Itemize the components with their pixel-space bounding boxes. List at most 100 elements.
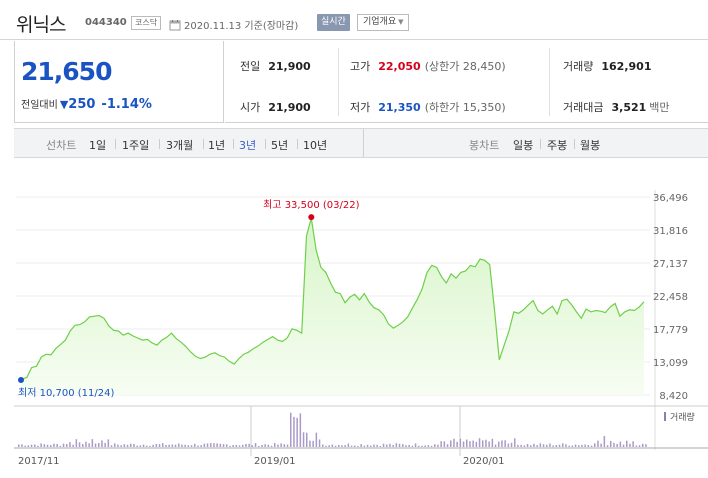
volume-bar: [549, 443, 551, 447]
volume-bar: [456, 441, 458, 447]
volume-bar: [546, 444, 548, 447]
period-1d[interactable]: 1일: [89, 139, 107, 152]
candle-monthly[interactable]: 월봉: [580, 139, 601, 152]
volume-bar: [270, 445, 273, 447]
period-10y[interactable]: 10년: [303, 139, 328, 152]
volume-bar: [98, 443, 100, 447]
volume-bar: [459, 438, 462, 447]
volume-bar: [613, 442, 615, 447]
volume-bar: [322, 444, 324, 447]
period-3y[interactable]: 3년: [239, 139, 257, 152]
y-tick-label: 8,420: [659, 391, 688, 402]
period-5y[interactable]: 5년: [271, 139, 289, 152]
volume-bar: [94, 443, 97, 447]
price-area: [22, 218, 644, 395]
volume-bar: [21, 444, 23, 447]
divider: [549, 48, 550, 116]
volume-bar: [274, 443, 276, 447]
calendar-icon: [169, 16, 181, 31]
high-label: 고가: [350, 60, 371, 73]
volume-bar: [312, 440, 314, 447]
volume-bar: [178, 443, 180, 447]
volume-bar: [421, 445, 423, 447]
amount-unit: 백만: [649, 101, 670, 114]
volume-bar: [568, 445, 570, 447]
volume-bar: [427, 445, 430, 447]
volume-bar: [101, 440, 103, 447]
volume-bar: [75, 439, 78, 447]
volume-bar: [46, 444, 49, 447]
y-tick-label: 27,137: [653, 259, 688, 270]
period-1y[interactable]: 1년: [208, 139, 226, 152]
volume-bar: [405, 445, 407, 447]
period-1w[interactable]: 1주일: [122, 139, 150, 152]
volume-bar: [584, 444, 586, 447]
volume-bar: [152, 444, 154, 447]
separator: [115, 139, 116, 149]
volume-bar: [603, 436, 606, 447]
volume-bar: [370, 445, 372, 447]
volume-bar: [219, 443, 222, 447]
price-chart-svg: 36,496 31,816 27,137 22,458 17,779 13,099 8,42…: [14, 190, 708, 467]
volume-bar: [232, 445, 234, 447]
volume-bar: [510, 442, 513, 447]
volume-bar: [542, 444, 545, 447]
volume-bar: [555, 445, 558, 447]
stock-name: 위닉스: [16, 14, 66, 36]
volume-bar: [424, 445, 426, 447]
volume-bar: [165, 445, 167, 447]
period-3m[interactable]: 3개월: [166, 139, 194, 152]
volume-legend-swatch: [664, 412, 666, 421]
company-overview-dropdown[interactable]: 기업개요 ▼: [357, 14, 409, 31]
open-price: 시가 21,900: [240, 99, 311, 115]
candle-chart-label: 봉차트: [469, 139, 500, 152]
volume-bar: [475, 441, 478, 447]
separator: [540, 139, 541, 149]
volume-bar: [472, 440, 474, 447]
volume-bar: [158, 444, 161, 447]
volume-bar: [306, 432, 308, 447]
volume-bar: [632, 441, 634, 447]
change-label: 전일대비: [21, 100, 58, 111]
y-tick-label: 36,496: [653, 193, 688, 204]
volume-bar: [62, 443, 65, 447]
volume-bar: [526, 444, 529, 447]
y-tick-label: 22,458: [653, 292, 688, 303]
volume-bar: [635, 445, 638, 447]
volume-bar: [136, 445, 138, 447]
separator: [265, 139, 266, 149]
volume-bar: [590, 445, 593, 447]
volume-bar: [491, 438, 494, 447]
max-annotation: 최고 33,500 (03/22): [263, 199, 359, 211]
volume-bar: [501, 440, 503, 447]
volume-bar: [245, 443, 247, 447]
current-price-panel: 21,650 전일대비 ▼250 -1.14%: [14, 41, 224, 123]
volume-bar: [37, 445, 39, 447]
volume-bar: [235, 444, 238, 447]
volume-bar: [357, 446, 359, 447]
volume-bar: [341, 445, 343, 447]
volume-bar: [462, 441, 465, 447]
volume-bar: [117, 444, 119, 447]
volume-bar: [206, 443, 209, 447]
volume-bar: [334, 445, 337, 447]
volume-bar: [78, 442, 81, 447]
volume-bar: [507, 443, 510, 447]
volume-bar: [517, 444, 519, 447]
high-price: 고가 22,050 (상한가 28,450): [350, 58, 506, 74]
candle-weekly[interactable]: 주봉: [547, 139, 568, 152]
min-annotation: 최저 10,700 (11/24): [18, 387, 114, 399]
volume-bar: [280, 443, 282, 447]
volume-bar: [466, 439, 468, 447]
trade-amount: 거래대금 3,521 백만: [563, 99, 670, 115]
volume-bar: [146, 445, 148, 447]
volume-bar: [354, 445, 356, 447]
volume-bar: [171, 444, 174, 447]
x-tick-label: 2020/01: [463, 456, 505, 467]
realtime-button[interactable]: 실시간: [317, 14, 350, 31]
volume-bar: [197, 445, 199, 447]
price-chart[interactable]: 36,496 31,816 27,137 22,458 17,779 13,099 8,42…: [0, 160, 708, 478]
candle-daily[interactable]: 일봉: [513, 139, 534, 152]
volume-bar: [622, 444, 625, 447]
volume-bar: [222, 444, 225, 447]
